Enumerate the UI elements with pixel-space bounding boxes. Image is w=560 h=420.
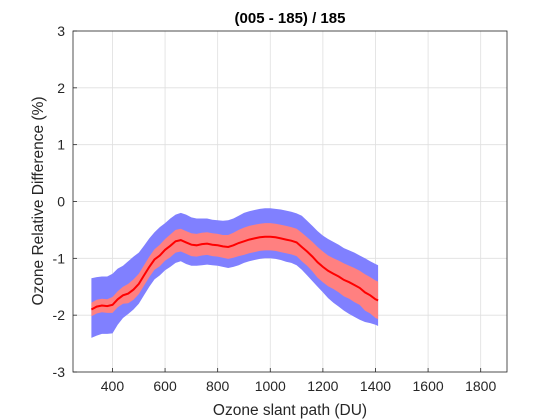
y-tick-label: 0 — [57, 194, 65, 210]
y-tick-label: 3 — [57, 23, 65, 39]
chart-title: (005 - 185) / 185 — [235, 10, 346, 27]
inner-band — [91, 223, 379, 320]
x-tick-label: 1600 — [413, 378, 444, 394]
y-tick-label: -1 — [53, 250, 66, 266]
x-tick-label: 1400 — [360, 378, 391, 394]
y-tick-label: 1 — [57, 137, 65, 153]
x-tick-label: 600 — [153, 378, 177, 394]
x-tick-label: 1200 — [307, 378, 338, 394]
y-tick-label: -3 — [53, 364, 66, 380]
y-tick-label: -2 — [53, 307, 66, 323]
mean-line — [90, 235, 379, 311]
x-tick-label: 800 — [206, 378, 230, 394]
plot-area: 400 600 800 1000 1200 1400 1600 1800 -3 -2 -1 0 1 2 3 — [53, 23, 508, 394]
x-tick-label: 1000 — [255, 378, 286, 394]
x-axis-label: Ozone slant path (DU) — [213, 402, 367, 419]
x-tick-label: 1800 — [465, 378, 496, 394]
x-tick-label: 400 — [101, 378, 125, 394]
ticks: 400 600 800 1000 1200 1400 1600 1800 -3 -2 -1 0 1 2 3 — [53, 23, 497, 394]
y-tick-label: 2 — [57, 80, 65, 96]
y-axis-label: Ozone Relative Difference (%) — [30, 96, 47, 305]
